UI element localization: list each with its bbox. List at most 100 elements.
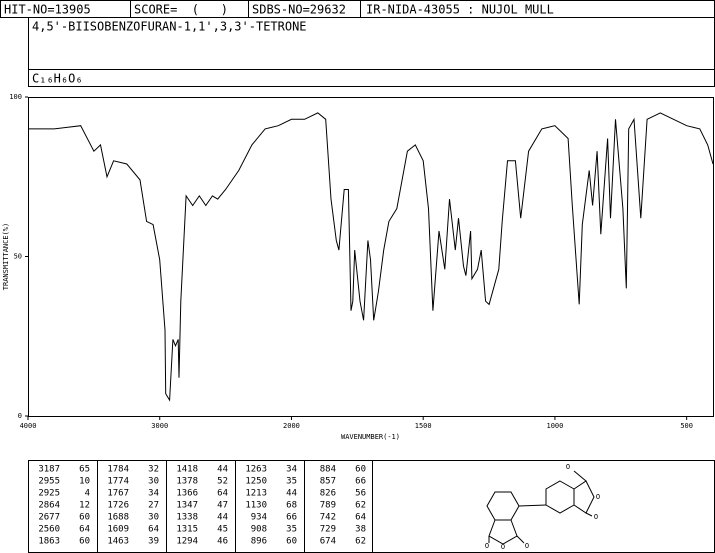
peak-transmittance: 64 — [355, 513, 366, 523]
peak-wavenumber: 1863 — [38, 537, 60, 547]
peak-transmittance: 30 — [148, 513, 159, 523]
peak-transmittance: 34 — [148, 489, 159, 499]
spectrum-line — [28, 112, 714, 402]
peak-wavenumber: 1250 — [245, 477, 267, 487]
peak-transmittance: 44 — [217, 513, 228, 523]
peak-transmittance: 12 — [79, 501, 90, 511]
peak-transmittance: 47 — [217, 501, 228, 511]
bond — [518, 504, 547, 507]
atom: O — [596, 493, 600, 501]
x-tick-label: 1500 — [415, 422, 432, 430]
peak-transmittance: 56 — [355, 489, 366, 499]
peak-wavenumber: 742 — [320, 513, 336, 523]
structure-box — [372, 460, 715, 553]
peak-transmittance: 4 — [85, 489, 90, 499]
peak-transmittance: 30 — [148, 477, 159, 487]
x-tick-label: 3000 — [151, 422, 168, 430]
formula-box — [28, 69, 715, 87]
peak-wavenumber: 1294 — [176, 537, 198, 547]
peak-wavenumber: 884 — [320, 465, 336, 475]
peak-transmittance: 38 — [355, 525, 366, 535]
peak-wavenumber: 1609 — [107, 525, 129, 535]
peak-wavenumber: 2925 — [38, 489, 60, 499]
peak-transmittance: 64 — [148, 525, 159, 535]
peak-wavenumber: 1463 — [107, 537, 129, 547]
peak-transmittance: 60 — [79, 513, 90, 523]
bond — [585, 512, 593, 517]
peak-wavenumber: 1688 — [107, 513, 129, 523]
peak-transmittance: 46 — [217, 537, 228, 547]
plot-frame — [28, 97, 714, 417]
peak-transmittance: 44 — [286, 489, 297, 499]
peak-wavenumber: 1347 — [176, 501, 198, 511]
peak-transmittance: 35 — [286, 477, 297, 487]
peak-wavenumber: 1784 — [107, 465, 129, 475]
peak-transmittance: 66 — [355, 477, 366, 487]
peak-wavenumber: 934 — [251, 513, 267, 523]
peak-wavenumber: 1263 — [245, 465, 267, 475]
peak-transmittance: 35 — [286, 525, 297, 535]
peak-wavenumber: 1774 — [107, 477, 129, 487]
peak-wavenumber: 857 — [320, 477, 336, 487]
x-tick-label: 500 — [680, 422, 693, 430]
peak-wavenumber: 1366 — [176, 489, 198, 499]
peak-wavenumber: 2677 — [38, 513, 60, 523]
hit-no: HIT-NO=13905 — [4, 3, 91, 17]
sdbs-no: SDBS-NO=29632 — [252, 3, 346, 17]
peak-wavenumber: 896 — [251, 537, 267, 547]
peak-wavenumber: 1315 — [176, 525, 198, 535]
peak-transmittance: 60 — [286, 537, 297, 547]
peak-wavenumber: 1213 — [245, 489, 267, 499]
atom: O — [525, 542, 529, 550]
peak-wavenumber: 2560 — [38, 525, 60, 535]
peak-transmittance: 62 — [355, 537, 366, 547]
peak-wavenumber: 789 — [320, 501, 336, 511]
peak-transmittance: 45 — [217, 525, 228, 535]
atom: O — [566, 463, 570, 471]
peak-transmittance: 64 — [79, 525, 90, 535]
peak-transmittance: 44 — [217, 465, 228, 475]
ring — [573, 480, 595, 514]
y-tick-label: 0 — [18, 412, 22, 420]
structure: O O O O O O — [485, 463, 600, 551]
y-tick-label: 50 — [14, 253, 22, 261]
peak-transmittance: 68 — [286, 501, 297, 511]
peak-transmittance: 32 — [148, 465, 159, 475]
peak-wavenumber: 826 — [320, 489, 336, 499]
peak-wavenumber: 1130 — [245, 501, 267, 511]
peak-wavenumber: 3187 — [38, 465, 60, 475]
peak-transmittance: 27 — [148, 501, 159, 511]
atom: O — [594, 513, 598, 521]
method: IR-NIDA-43055 : NUJOL MULL — [366, 3, 554, 17]
bond — [573, 470, 587, 482]
peak-wavenumber: 729 — [320, 525, 336, 535]
peak-transmittance: 60 — [79, 537, 90, 547]
peak-wavenumber: 2955 — [38, 477, 60, 487]
compound-name: 4,5'-BIISOBENZOFURAN-1,1',3,3'-TETRONE — [32, 20, 307, 34]
peak-transmittance: 34 — [286, 465, 297, 475]
peak-transmittance: 62 — [355, 501, 366, 511]
peak-wavenumber: 1767 — [107, 489, 129, 499]
peak-transmittance: 10 — [79, 477, 90, 487]
x-tick-label: 2000 — [283, 422, 300, 430]
peak-transmittance: 64 — [217, 489, 228, 499]
x-tick-label: 4000 — [20, 422, 37, 430]
peak-wavenumber: 674 — [320, 537, 336, 547]
peak-wavenumber: 1726 — [107, 501, 129, 511]
ring — [488, 519, 518, 545]
formula: C₁₆H₆O₆ — [32, 72, 83, 86]
bond — [516, 535, 525, 544]
atom: O — [485, 542, 489, 550]
peak-transmittance: 66 — [286, 513, 297, 523]
peak-transmittance: 60 — [355, 465, 366, 475]
ring — [486, 491, 520, 521]
peak-wavenumber: 1378 — [176, 477, 198, 487]
peak-wavenumber: 908 — [251, 525, 267, 535]
peak-wavenumber: 1418 — [176, 465, 198, 475]
peak-wavenumber: 2864 — [38, 501, 60, 511]
x-tick-label: 1000 — [546, 422, 563, 430]
atom: O — [501, 543, 505, 551]
peak-transmittance: 52 — [217, 477, 228, 487]
peak-transmittance: 65 — [79, 465, 90, 475]
